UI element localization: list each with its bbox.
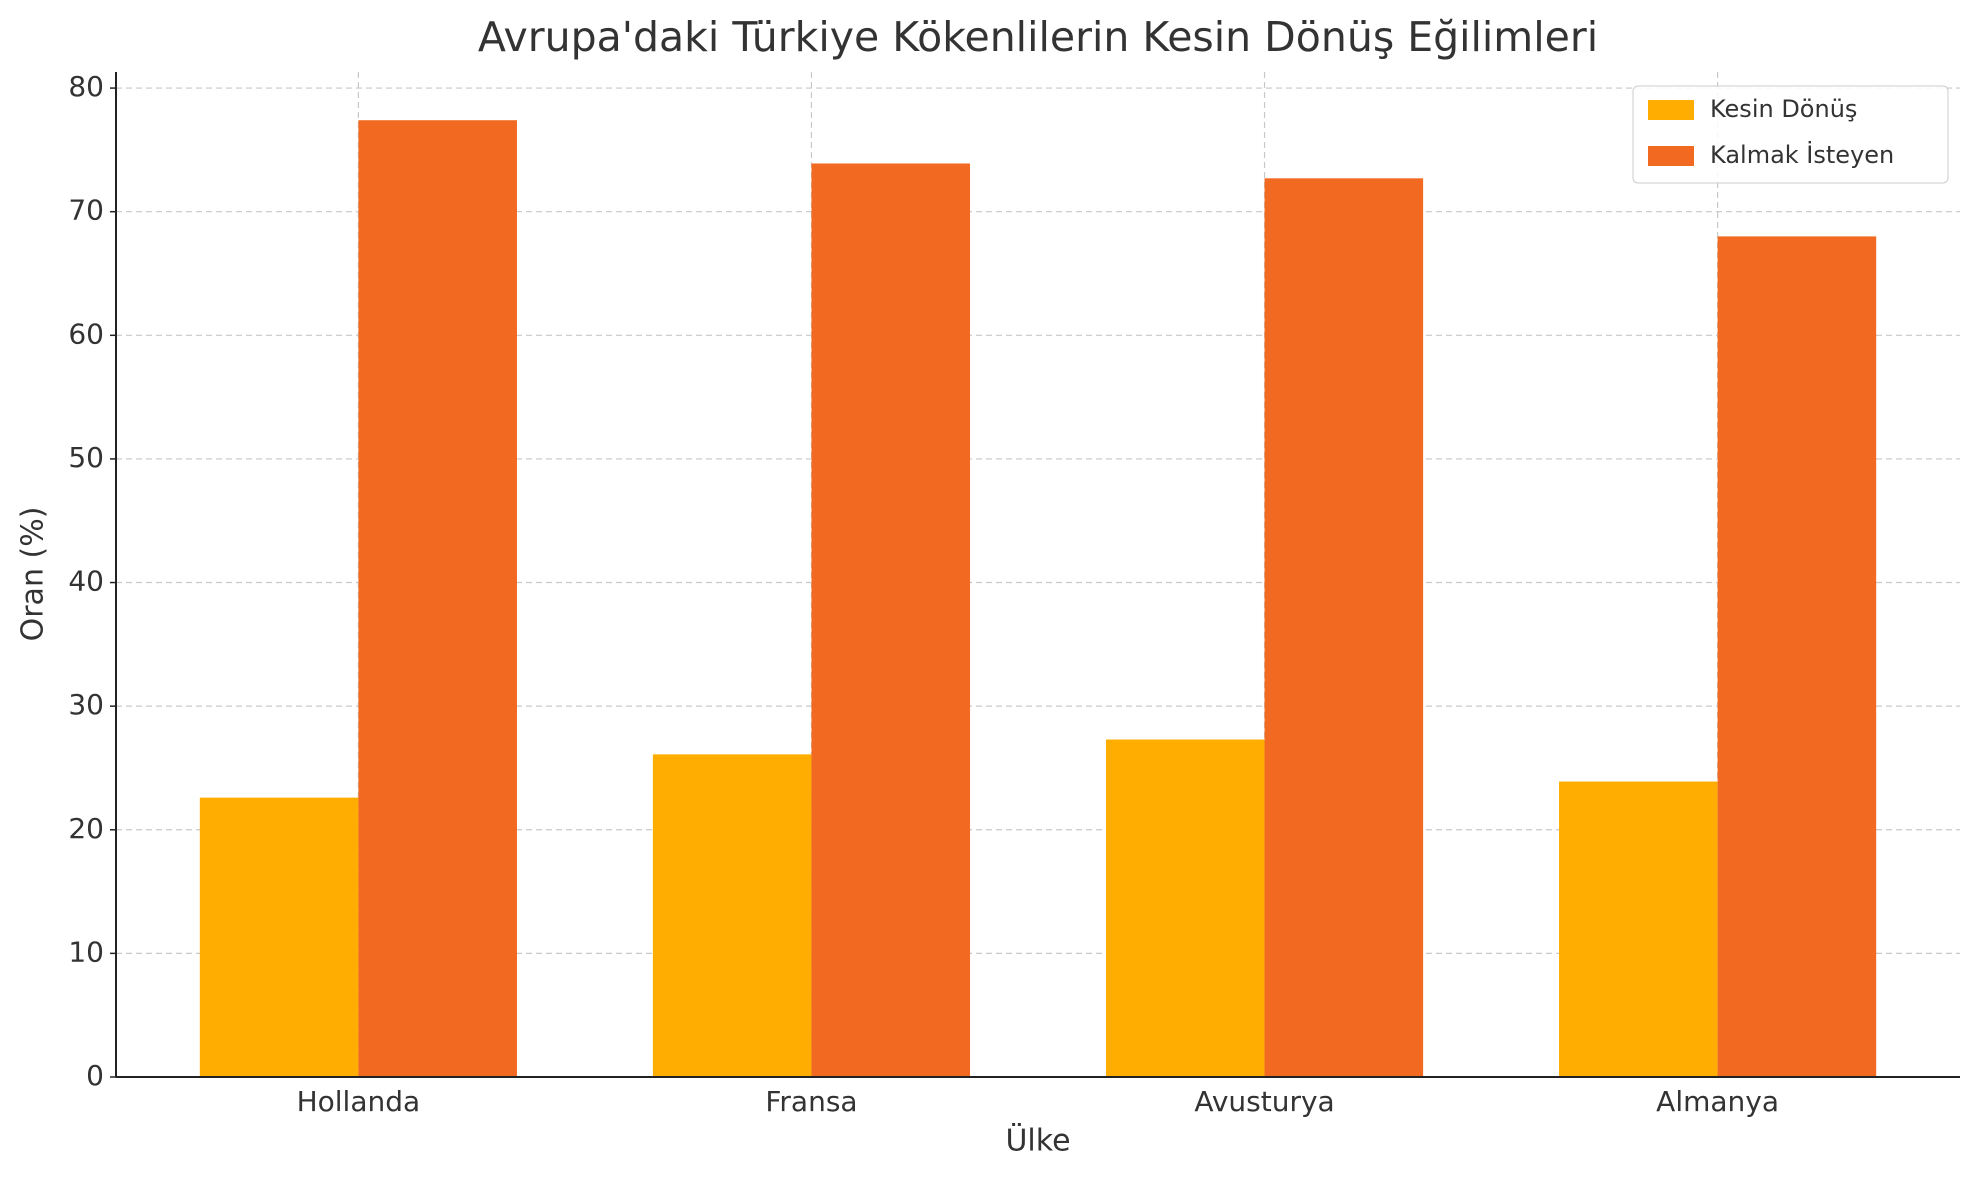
x-tick-label: Avusturya xyxy=(1194,1085,1334,1118)
bars xyxy=(199,120,1877,1078)
y-tick-label: 0 xyxy=(86,1059,104,1092)
chart-title: Avrupa'daki Türkiye Kökenlilerin Kesin D… xyxy=(478,13,1598,61)
bar xyxy=(199,797,359,1077)
y-tick-label: 10 xyxy=(68,935,104,968)
legend-label: Kesin Dönüş xyxy=(1710,95,1857,123)
bar xyxy=(1559,781,1718,1077)
legend-swatch xyxy=(1648,100,1694,120)
x-tick-label: Almanya xyxy=(1656,1085,1779,1118)
y-axis-label: Oran (%) xyxy=(16,507,51,642)
bar xyxy=(1264,178,1424,1078)
legend-swatch xyxy=(1648,146,1694,166)
legend: Kesin Dönüş Kalmak İsteyen xyxy=(1632,85,1949,184)
bar xyxy=(1717,236,1877,1077)
legend-label: Kalmak İsteyen xyxy=(1710,140,1894,169)
y-tick-label: 30 xyxy=(68,688,104,721)
y-tick-label: 40 xyxy=(68,565,104,598)
y-tick-label: 50 xyxy=(68,441,104,474)
x-axis-label: Ülke xyxy=(1005,1123,1070,1159)
y-tick-label: 80 xyxy=(68,70,104,103)
y-tick-label: 20 xyxy=(68,812,104,845)
bar xyxy=(1105,739,1265,1077)
bar xyxy=(811,163,971,1077)
x-tick-label: Fransa xyxy=(765,1085,857,1118)
y-tick-label: 70 xyxy=(68,194,104,227)
legend-box xyxy=(1632,85,1949,184)
x-tick-label: Hollanda xyxy=(297,1085,421,1118)
bar xyxy=(358,120,517,1078)
y-tick-label: 60 xyxy=(68,317,104,350)
bar xyxy=(652,754,812,1077)
